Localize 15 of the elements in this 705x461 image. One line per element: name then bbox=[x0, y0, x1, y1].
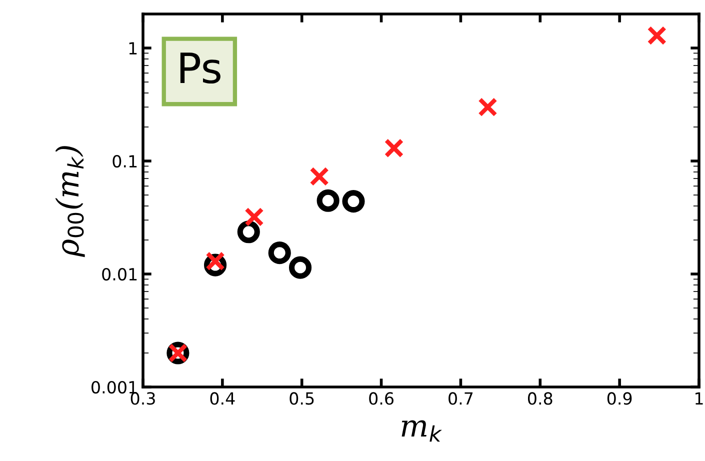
x-tick-label: 0.3 bbox=[130, 392, 155, 405]
x-tick-label: 0.8 bbox=[528, 392, 552, 405]
x-tick-label: 0.5 bbox=[290, 392, 314, 405]
annotation: Ps bbox=[180, 52, 220, 84]
y-tick-label: 0.01 bbox=[102, 268, 137, 281]
x-tick-label: 0.4 bbox=[210, 392, 235, 405]
x-tick-label: 0.6 bbox=[369, 392, 394, 405]
x-tick-label: 1 bbox=[696, 392, 703, 405]
x-tick-label: 0.9 bbox=[607, 392, 632, 405]
x-axis-title: m$_{k}$ bbox=[402, 420, 442, 442]
y-axis-title: ρ$_{00}$(m$_{k}$) bbox=[55, 146, 85, 258]
y-tick-label: 1 bbox=[129, 42, 137, 54]
y-tick-label: 0.1 bbox=[112, 154, 137, 168]
y-tick-label: 0.001 bbox=[92, 380, 137, 394]
x-tick-label: 0.7 bbox=[448, 392, 473, 405]
